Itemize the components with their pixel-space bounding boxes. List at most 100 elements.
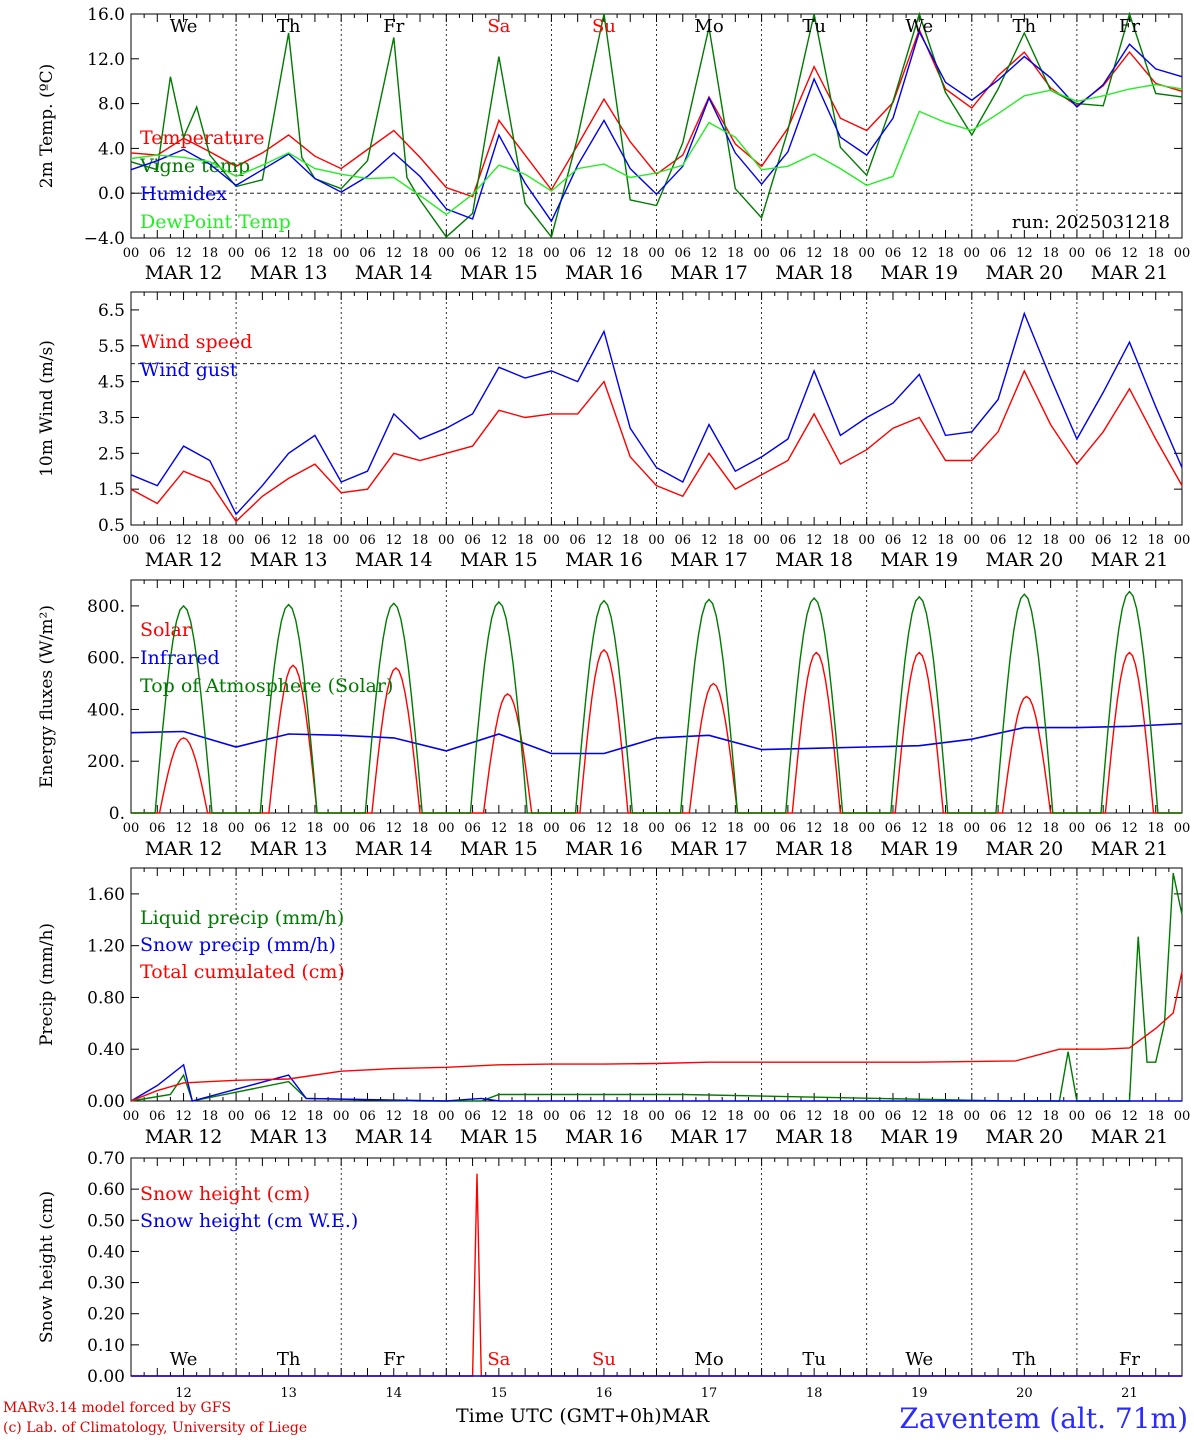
weekday-label: Mo xyxy=(694,16,723,37)
hour-tick-label: 06 xyxy=(569,1109,586,1124)
legend-entry: Snow height (cm W.E.) xyxy=(140,1210,358,1232)
y-tick-label: 0.80 xyxy=(87,988,125,1008)
hour-tick-label: 00 xyxy=(228,246,245,261)
hour-tick-label: 12 xyxy=(175,533,192,548)
date-label: MAR 14 xyxy=(355,838,433,860)
legend-entry: Total cumulated (cm) xyxy=(140,961,345,983)
series-line-2 xyxy=(131,590,1182,814)
hour-tick-label: 00 xyxy=(228,1109,245,1124)
hour-tick-label: 12 xyxy=(911,821,928,836)
hour-tick-label: 12 xyxy=(1016,1109,1033,1124)
date-label: MAR 12 xyxy=(145,262,223,284)
legend-entry: Vigne temp xyxy=(139,155,250,177)
y-tick-label: 16.0 xyxy=(87,5,125,25)
date-label: MAR 16 xyxy=(565,1126,643,1148)
y-axis-label: Snow height (cm) xyxy=(37,1191,57,1343)
hour-tick-label: 06 xyxy=(254,821,271,836)
hour-tick-label: 06 xyxy=(780,533,797,548)
weekday-label: Fr xyxy=(1119,1349,1140,1370)
hour-tick-label: 06 xyxy=(1095,246,1112,261)
hour-tick-label: 06 xyxy=(149,246,166,261)
hour-tick-label: 12 xyxy=(280,246,297,261)
date-label: MAR 14 xyxy=(355,549,433,571)
weekday-label: Th xyxy=(1013,1349,1037,1370)
hour-tick-label: 00 xyxy=(123,821,140,836)
day-number-label: 13 xyxy=(280,1386,297,1401)
weekday-label: Su xyxy=(592,1349,616,1370)
hour-tick-label: 18 xyxy=(832,1109,849,1124)
hour-tick-label: 12 xyxy=(806,533,823,548)
hour-tick-label: 00 xyxy=(964,533,981,548)
hour-tick-label: 00 xyxy=(858,533,875,548)
hour-tick-label: 06 xyxy=(359,1109,376,1124)
date-label: MAR 17 xyxy=(670,262,748,284)
y-tick-label: 0.00 xyxy=(87,1367,125,1387)
hour-tick-label: 06 xyxy=(569,246,586,261)
hour-tick-label: 18 xyxy=(202,821,219,836)
hour-tick-label: 06 xyxy=(464,1109,481,1124)
hour-tick-label: 18 xyxy=(307,246,324,261)
hour-tick-label: 18 xyxy=(1147,533,1164,548)
y-tick-label: 4.5 xyxy=(98,373,125,393)
date-label: MAR 20 xyxy=(985,549,1063,571)
weekday-label: Fr xyxy=(1119,16,1140,37)
hour-tick-label: 06 xyxy=(1095,533,1112,548)
lab-credit: (c) Lab. of Climatology, University of L… xyxy=(3,1420,308,1436)
hour-tick-label: 18 xyxy=(727,533,744,548)
y-tick-label: 0. xyxy=(109,804,125,824)
day-number-label: 16 xyxy=(596,1386,613,1401)
hour-tick-label: 00 xyxy=(1069,821,1086,836)
hour-tick-label: 18 xyxy=(202,533,219,548)
date-label: MAR 16 xyxy=(565,262,643,284)
hour-tick-label: 12 xyxy=(596,821,613,836)
hour-tick-label: 18 xyxy=(727,246,744,261)
hour-tick-label: 06 xyxy=(885,821,902,836)
y-tick-label: 1.20 xyxy=(87,937,125,957)
hour-tick-label: 12 xyxy=(701,246,718,261)
legend-entry: Liquid precip (mm/h) xyxy=(140,907,344,929)
hour-tick-label: 12 xyxy=(806,246,823,261)
hour-tick-label: 18 xyxy=(517,533,534,548)
date-label: MAR 14 xyxy=(355,262,433,284)
hour-tick-label: 18 xyxy=(412,1109,429,1124)
hour-tick-label: 18 xyxy=(937,246,954,261)
day-number-label: 18 xyxy=(806,1386,823,1401)
date-label: MAR 12 xyxy=(145,1126,223,1148)
y-tick-label: 600. xyxy=(87,649,125,669)
date-label: MAR 19 xyxy=(880,838,958,860)
hour-tick-label: 06 xyxy=(464,821,481,836)
hour-tick-label: 06 xyxy=(990,246,1007,261)
y-tick-label: 0.20 xyxy=(87,1305,125,1325)
hour-tick-label: 12 xyxy=(280,821,297,836)
hour-tick-label: 00 xyxy=(1069,1109,1086,1124)
hour-tick-label: 06 xyxy=(780,821,797,836)
date-label: MAR 17 xyxy=(670,1126,748,1148)
hour-tick-label: 12 xyxy=(911,533,928,548)
hour-tick-label: 18 xyxy=(412,246,429,261)
run-annotation: run: 2025031218 xyxy=(1012,212,1170,233)
legend-entry: DewPoint Temp xyxy=(140,211,291,233)
hour-tick-label: 06 xyxy=(569,533,586,548)
date-label: MAR 14 xyxy=(355,1126,433,1148)
weekday-label: Tu xyxy=(802,16,826,37)
hour-tick-label: 12 xyxy=(1121,246,1138,261)
hour-tick-label: 18 xyxy=(307,821,324,836)
hour-tick-label: 00 xyxy=(1174,533,1191,548)
hour-tick-label: 06 xyxy=(990,533,1007,548)
day-number-label: 19 xyxy=(911,1386,928,1401)
hour-tick-label: 12 xyxy=(596,246,613,261)
date-label: MAR 18 xyxy=(775,549,853,571)
hour-tick-label: 00 xyxy=(753,246,770,261)
legend-entry: Top of Atmosphere (Solar) xyxy=(140,675,393,697)
y-tick-label: 5.5 xyxy=(98,337,125,357)
weekday-label: Sa xyxy=(487,1349,510,1370)
hour-tick-label: 18 xyxy=(622,246,639,261)
y-tick-label: 0.00 xyxy=(87,1092,125,1112)
hour-tick-label: 12 xyxy=(701,1109,718,1124)
hour-tick-label: 12 xyxy=(806,821,823,836)
hour-tick-label: 18 xyxy=(1147,1109,1164,1124)
hour-tick-label: 06 xyxy=(149,1109,166,1124)
weekday-label: Tu xyxy=(802,1349,826,1370)
hour-tick-label: 12 xyxy=(385,533,402,548)
